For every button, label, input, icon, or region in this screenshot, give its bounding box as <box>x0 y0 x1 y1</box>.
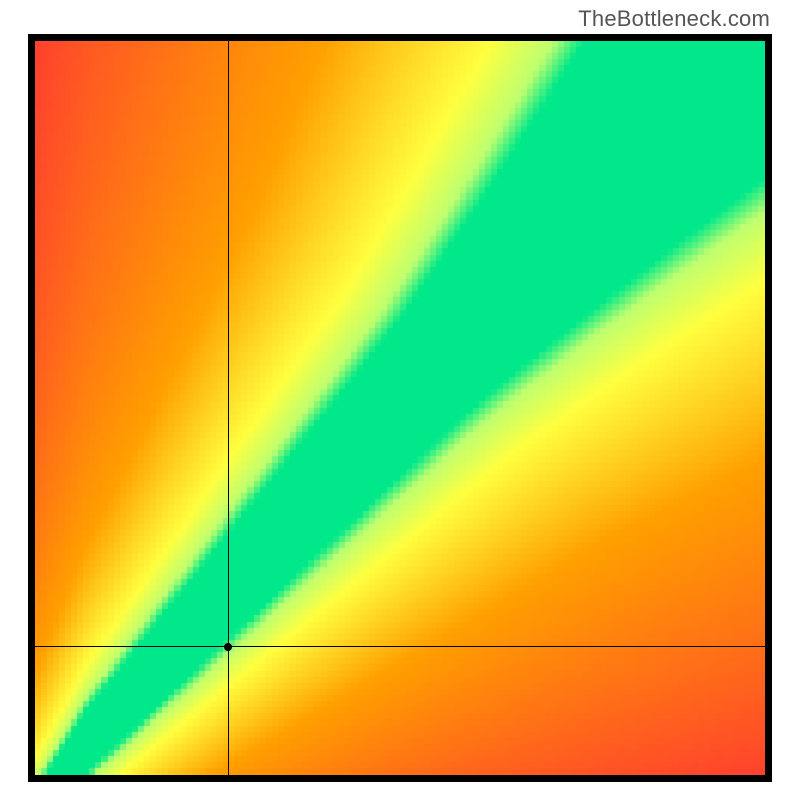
crosshair-dot <box>224 643 232 651</box>
chart-container: TheBottleneck.com <box>0 0 800 800</box>
heatmap-plot <box>35 41 765 775</box>
crosshair-vertical <box>228 41 229 775</box>
heatmap-canvas <box>35 41 765 775</box>
watermark-text: TheBottleneck.com <box>578 6 770 32</box>
plot-frame <box>28 34 772 782</box>
crosshair-horizontal <box>35 646 765 647</box>
